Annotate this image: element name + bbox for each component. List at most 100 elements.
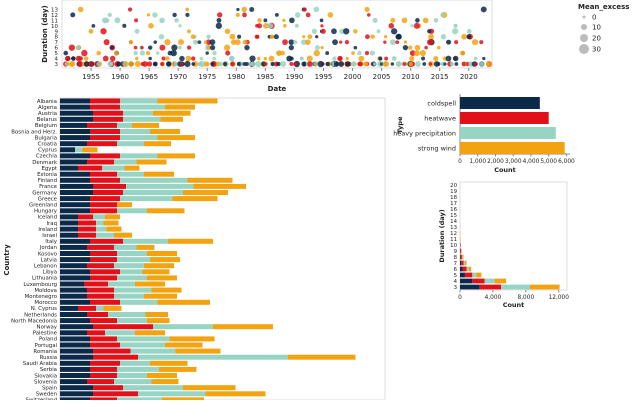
- timeline-x-tick-label: 2000: [344, 73, 362, 81]
- timeline-event-point: [395, 40, 399, 44]
- timeline-event-point: [148, 23, 154, 29]
- duration-bar-segment: [501, 285, 530, 290]
- country-bar-segment: [60, 330, 87, 335]
- timeline-event-point: [128, 7, 132, 11]
- timeline-event-point: [91, 24, 95, 28]
- country-bar-segment: [288, 355, 356, 360]
- timeline-event-point: [303, 7, 307, 11]
- timeline-event-point: [283, 24, 287, 28]
- timeline-event-point: [159, 45, 165, 51]
- timeline-event-point: [206, 51, 209, 54]
- country-bar-segment: [87, 245, 114, 250]
- country-bar-segment: [60, 245, 87, 250]
- country-bar-segment: [107, 227, 122, 232]
- timeline-x-tick-label: 1985: [256, 73, 274, 81]
- timeline-event-point: [373, 62, 376, 65]
- country-bar-segment: [60, 160, 87, 165]
- country-bar-segment: [60, 312, 87, 317]
- timeline-event-point: [427, 39, 433, 45]
- timeline-event-point: [108, 13, 112, 17]
- country-label: Norway: [37, 325, 58, 331]
- country-bar-segment: [78, 221, 96, 226]
- country-bar-segment: [120, 129, 150, 134]
- country-bar-segment: [147, 318, 170, 323]
- timeline-event-point: [434, 18, 439, 23]
- duration-bar-segment: [461, 261, 463, 266]
- timeline-event-point: [178, 39, 184, 45]
- timeline-event-point: [191, 34, 196, 39]
- timeline-event-point: [134, 46, 138, 50]
- country-label: Spain: [42, 386, 57, 392]
- timeline-event-point: [76, 46, 80, 50]
- timeline-event-point: [441, 34, 446, 39]
- country-bar-segment: [60, 343, 90, 348]
- timeline-event-point: [187, 29, 191, 33]
- country-bar-segment: [183, 385, 236, 390]
- country-bar-segment: [117, 123, 132, 128]
- timeline-event-point: [474, 57, 478, 61]
- country-label: North Macedonia: [11, 318, 57, 324]
- timeline-event-point: [171, 45, 177, 51]
- timeline-event-point: [404, 40, 407, 43]
- timeline-y-tick-label: 5: [55, 51, 59, 57]
- country-bar-segment: [158, 99, 218, 104]
- country-bar-segment: [105, 214, 120, 219]
- country-bar-segment: [93, 391, 138, 396]
- country-bar-segment: [135, 330, 165, 335]
- timeline-event-point: [389, 23, 395, 29]
- timeline-event-point: [357, 51, 361, 55]
- country-label: Cyprus: [38, 148, 57, 154]
- timeline-event-point: [135, 61, 141, 67]
- duration-x-tick-label: 4,000: [485, 295, 502, 301]
- country-bar-segment: [117, 172, 144, 177]
- country-bar-segment: [87, 294, 114, 299]
- country-bar-segment: [120, 153, 158, 158]
- timeline-event-point: [446, 56, 452, 62]
- timeline-event-point: [402, 17, 408, 23]
- country-bar-segment: [170, 336, 215, 341]
- country-bar-segment: [114, 288, 152, 293]
- timeline-event-point: [224, 45, 230, 51]
- timeline-event-point: [321, 29, 326, 34]
- timeline-event-point: [338, 61, 344, 67]
- timeline-event-point: [180, 62, 183, 65]
- country-bar-segment: [117, 141, 144, 146]
- timeline-event-point: [424, 46, 428, 50]
- country-bar-segment: [90, 129, 120, 134]
- country-bar-segment: [150, 129, 180, 134]
- country-bar-segment: [117, 202, 132, 207]
- country-bar-segment: [90, 373, 117, 378]
- country-bar-segment: [90, 275, 117, 280]
- timeline-event-point: [191, 62, 195, 66]
- timeline-event-point: [236, 13, 240, 17]
- country-bar-segment: [123, 385, 183, 390]
- country-bar-segment: [105, 330, 135, 335]
- country-label: Jordan: [39, 245, 57, 251]
- timeline-plot-frame: [62, 0, 492, 68]
- timeline-event-point: [198, 40, 202, 44]
- timeline-event-point: [154, 62, 158, 66]
- timeline-event-point: [300, 57, 304, 61]
- timeline-x-tick-label: 2010: [402, 73, 420, 81]
- timeline-event-point: [218, 62, 223, 67]
- country-label: Saudi Arabia: [23, 361, 57, 367]
- timeline-event-point: [295, 12, 300, 17]
- type-category-label: coldspell: [427, 100, 456, 108]
- timeline-event-point: [89, 29, 94, 34]
- timeline-event-point: [152, 12, 157, 17]
- timeline-event-point: [204, 40, 208, 44]
- timeline-event-point: [110, 56, 116, 62]
- timeline-event-point: [165, 56, 169, 60]
- timeline-event-point: [191, 56, 195, 60]
- timeline-event-point: [104, 39, 110, 45]
- type-category-label: heatwave: [424, 115, 456, 123]
- country-bar-segment: [93, 190, 123, 195]
- country-label: Croatia: [38, 142, 57, 148]
- country-bar-segment: [93, 385, 123, 390]
- country-label: Morocco: [34, 300, 57, 306]
- duration-bar-segment: [530, 285, 560, 290]
- timeline-event-point: [76, 56, 82, 62]
- timeline-event-point: [249, 55, 255, 61]
- country-bar-segment: [144, 172, 174, 177]
